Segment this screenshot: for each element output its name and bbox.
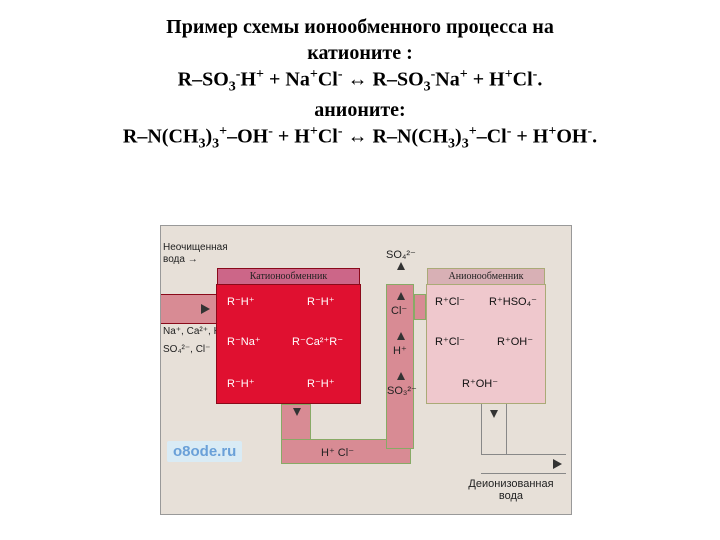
anion-cell: R⁺Cl⁻	[435, 295, 465, 308]
anion-cell: R⁺Cl⁻	[435, 335, 465, 348]
watermark: o8ode.ru	[167, 441, 242, 462]
outlet-water-label: Деионизованнаявода	[451, 478, 571, 502]
outlet-arrow-icon	[553, 459, 562, 469]
anion-exchanger-box: R⁺Cl⁻ R⁺HSO₄⁻ R⁺Cl⁻ R⁺OH⁻ R⁺OH⁻	[426, 284, 546, 404]
anion-box-title: Анионообменник	[427, 268, 545, 285]
equation-cation: R–SO3-H+ + Na+Cl- ↔ R–SO3-Na+ + H+Cl-.	[0, 66, 720, 97]
pipe-into-anion	[414, 294, 426, 320]
anion-cell: R⁺HSO₄⁻	[489, 295, 537, 308]
cation-box-title: Катионообменник	[217, 268, 360, 285]
cation-cell: R⁻H⁺	[227, 295, 255, 308]
up-arrow-icon	[397, 372, 405, 380]
anion-cell: R⁺OH⁻	[462, 377, 498, 390]
cation-cell: R⁻H⁺	[227, 377, 255, 390]
inlet-water-label: Неочищеннаявода →	[163, 242, 228, 265]
anion-cell: R⁺OH⁻	[497, 335, 533, 348]
mid-ion-so4: SO₄²⁻	[386, 248, 416, 261]
bottom-ions: H⁺ Cl⁻	[321, 446, 354, 459]
cation-cell: R⁻H⁺	[307, 377, 335, 390]
inlet-ions-2: SO₄²⁻, Cl⁻	[163, 344, 210, 356]
cation-exchanger-box: R⁻H⁺ R⁻H⁺ R⁻Na⁺ R⁻Ca²⁺R⁻ R⁻H⁺ R⁻H⁺	[216, 284, 361, 404]
cation-cell: R⁻H⁺	[307, 295, 335, 308]
equation-anion: R–N(CH3)3+–OH- + H+Cl- ↔ R–N(CH3)3+–Cl- …	[0, 123, 720, 154]
title-line2: катионите :	[0, 40, 720, 66]
ion-exchange-diagram: Неочищеннаявода → Na⁺, Ca²⁺, H⁺ SO₄²⁻, C…	[160, 225, 572, 515]
up-arrow-icon	[397, 262, 405, 270]
down-arrow-icon	[490, 410, 498, 418]
up-arrow-icon	[397, 332, 405, 340]
mid-ion-h: H⁺	[393, 344, 407, 357]
title-block: Пример схемы ионообменного процесса на к…	[0, 0, 720, 154]
mid-ion-so3: SO₃²⁻	[387, 384, 417, 397]
cation-cell: R⁻Ca²⁺R⁻	[292, 335, 343, 348]
down-arrow-icon	[293, 408, 301, 416]
inlet-arrow-icon	[201, 304, 210, 314]
cation-cell: R⁻Na⁺	[227, 335, 261, 348]
up-arrow-icon	[397, 292, 405, 300]
title-line3: анионите:	[0, 97, 720, 123]
mid-ion-cl: Cl⁻	[391, 304, 407, 317]
title-line1: Пример схемы ионообменного процесса на	[0, 14, 720, 40]
